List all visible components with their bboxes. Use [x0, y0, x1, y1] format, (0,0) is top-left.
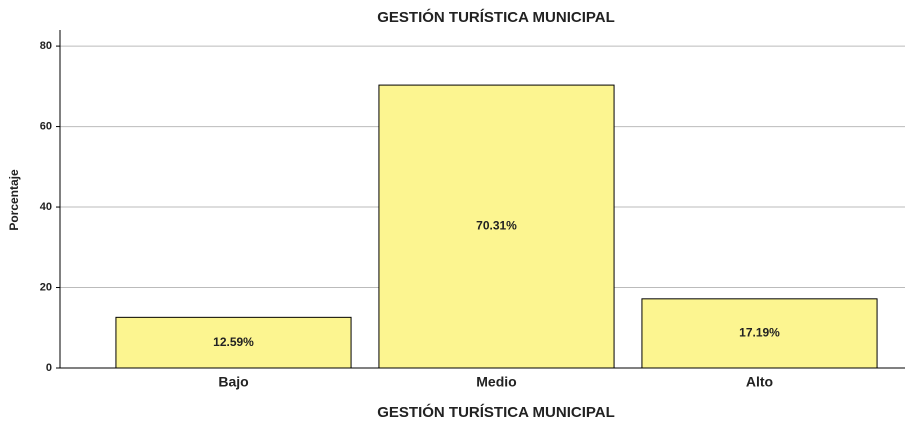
bar	[378, 84, 615, 369]
y-tick-label: 80	[40, 40, 52, 52]
data-label: 70.31%	[476, 219, 517, 233]
data-label: 17.19%	[739, 326, 780, 340]
x-tick-label: Alto	[746, 374, 773, 390]
y-tick-label: 0	[46, 362, 52, 374]
bar	[115, 316, 352, 369]
y-tick-label: 40	[40, 201, 52, 213]
y-axis-title: Porcentaje	[7, 169, 21, 231]
y-tick-label: 20	[40, 281, 52, 293]
data-label: 12.59%	[213, 335, 254, 349]
chart-title: GESTIÓN TURÍSTICA MUNICIPAL	[377, 8, 615, 26]
x-axis-title: GESTIÓN TURÍSTICA MUNICIPAL	[377, 403, 615, 421]
x-tick-label: Bajo	[218, 374, 248, 390]
x-tick-label: Medio	[476, 374, 516, 390]
y-tick-label: 60	[40, 120, 52, 132]
